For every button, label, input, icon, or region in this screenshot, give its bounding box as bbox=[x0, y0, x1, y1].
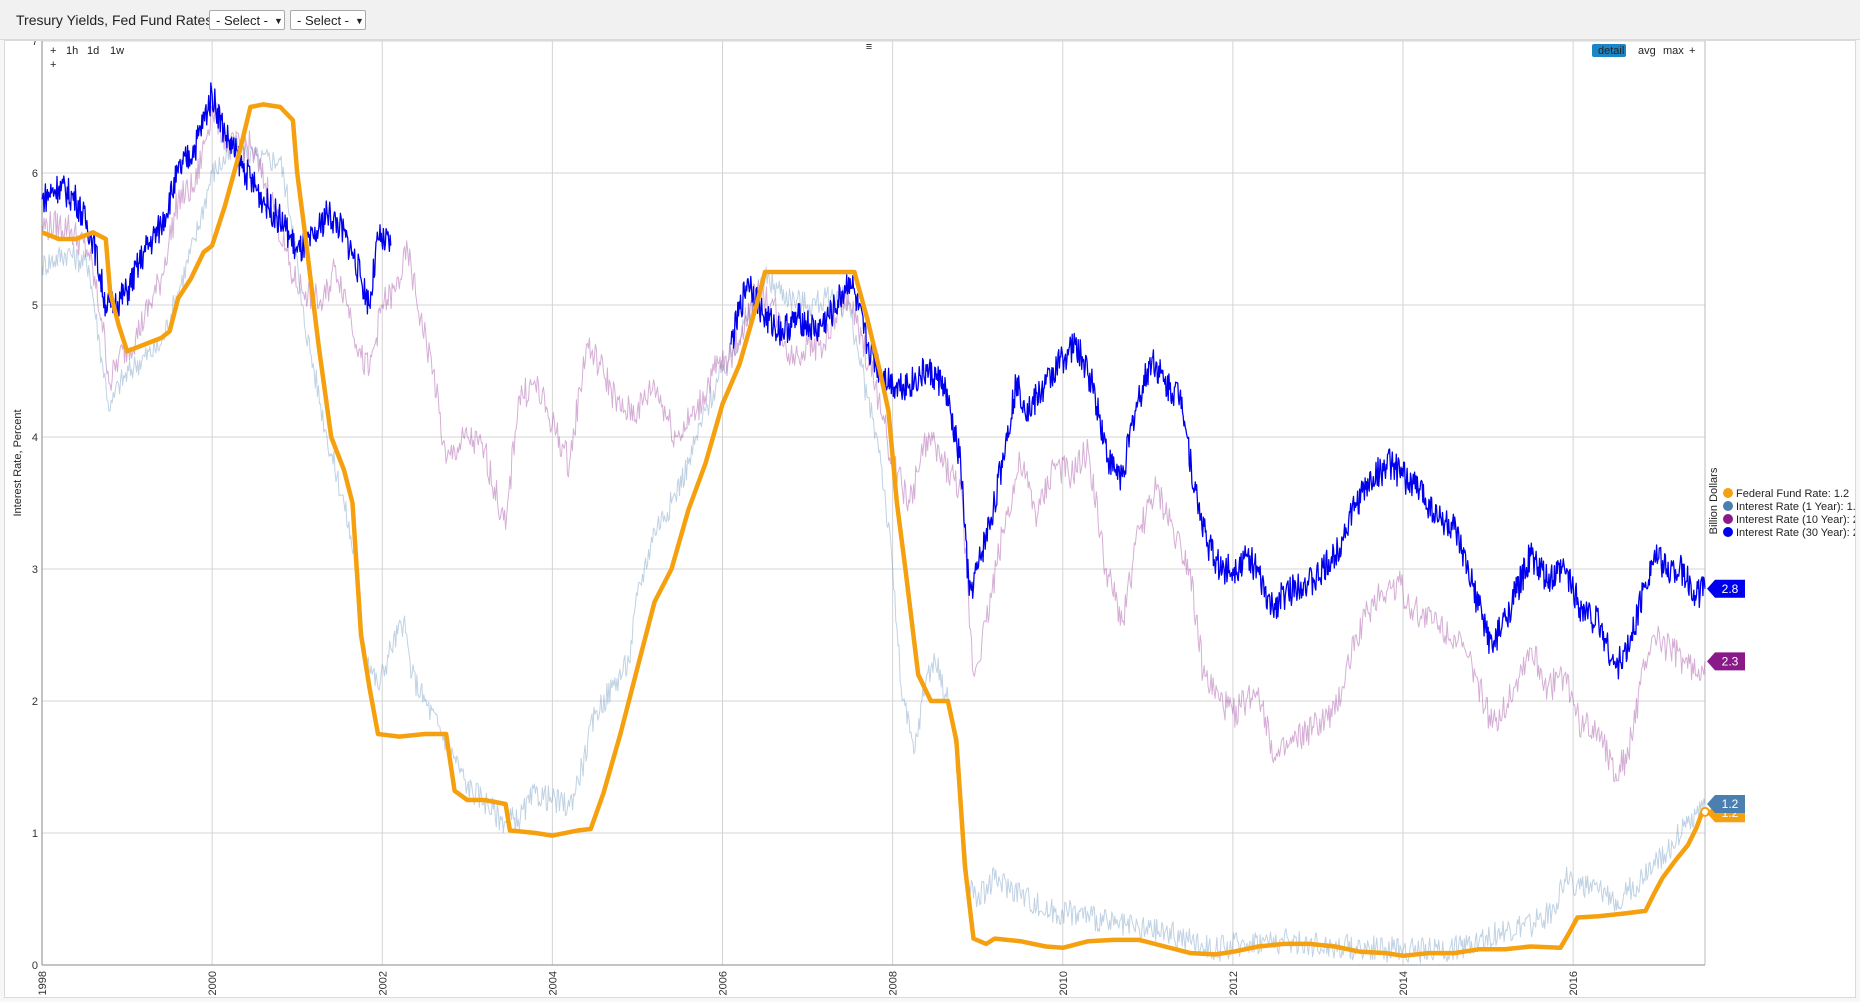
legend-marker bbox=[1723, 514, 1733, 524]
control-add[interactable]: + bbox=[50, 45, 56, 57]
chevron-down-icon: ▼ bbox=[355, 16, 364, 26]
axes: 0 1 2 3 4 5 6 7 1998 2000 2002 2004 2006 2008 2010 2012… bbox=[12, 41, 1720, 995]
legend-label: Interest Rate (1 Year): 1.2 bbox=[1736, 501, 1855, 513]
chart-title: Tresury Yields, Fed Fund Rates bbox=[16, 12, 213, 28]
first-select[interactable]: - Select - ▼ bbox=[209, 10, 285, 30]
value-marker-label: 1.2 bbox=[1722, 797, 1739, 811]
y-tick-label: 3 bbox=[32, 564, 38, 576]
toolbar: Tresury Yields, Fed Fund Rates - Select … bbox=[0, 0, 1860, 40]
legend-marker bbox=[1723, 501, 1733, 511]
legend-label: Interest Rate (30 Year): 2.8 bbox=[1736, 527, 1855, 539]
value-marker-shape bbox=[1707, 652, 1745, 671]
value-marker: 2.3 bbox=[1707, 652, 1745, 671]
chart-controls: +1h 1d 1w + ≡ detail avg max + bbox=[50, 41, 1695, 71]
grid bbox=[41, 41, 1705, 966]
control-active-bg bbox=[1592, 44, 1626, 57]
second-select-value: - Select - bbox=[297, 13, 350, 28]
value-marker-shape bbox=[1707, 579, 1745, 598]
control-1d[interactable]: 1d bbox=[87, 45, 99, 57]
legend-label: Interest Rate (10 Year): 2.3 bbox=[1736, 514, 1855, 526]
value-marker-label: 2.8 bbox=[1722, 582, 1739, 596]
y-tick-label: 1 bbox=[32, 828, 38, 840]
second-select[interactable]: - Select - ▼ bbox=[290, 10, 366, 30]
y-tick-label: 4 bbox=[32, 432, 38, 444]
y2-axis-title: Billion Dollars bbox=[1708, 467, 1720, 534]
fed-fund-end-point bbox=[1700, 806, 1710, 817]
legend-label: Federal Fund Rate: 1.2 bbox=[1736, 488, 1849, 500]
y-tick-label: 2 bbox=[32, 696, 38, 708]
series-line-interest-rate-10-year- bbox=[41, 102, 1706, 783]
y-tick-label: 7 bbox=[32, 41, 38, 48]
control-add[interactable]: + bbox=[1689, 45, 1695, 57]
control-add[interactable]: + bbox=[50, 59, 56, 71]
y-tick-label: 5 bbox=[32, 300, 38, 312]
y-axis-title: Interest Rate, Percent bbox=[12, 410, 24, 517]
series-markers: 1.21.22.32.8 bbox=[1707, 579, 1745, 823]
x-tick-label: 2006 bbox=[718, 971, 730, 995]
x-tick-label: 1998 bbox=[37, 971, 49, 995]
control-1w[interactable]: 1w bbox=[110, 45, 124, 57]
legend-marker bbox=[1723, 527, 1733, 537]
value-marker-shape bbox=[1707, 794, 1745, 813]
y-tick-label: 6 bbox=[32, 168, 38, 180]
control-max[interactable]: max bbox=[1663, 45, 1684, 57]
x-tick-label: 2004 bbox=[547, 971, 559, 995]
x-tick-label: 2008 bbox=[888, 971, 900, 995]
x-tick-label: 2016 bbox=[1568, 971, 1580, 995]
x-tick-label: 2010 bbox=[1058, 971, 1070, 995]
control-avg[interactable]: avg bbox=[1638, 45, 1656, 57]
series-line-interest-rate-1-year- bbox=[41, 135, 1706, 964]
control-detail[interactable]: detail bbox=[1598, 45, 1624, 57]
series-line-interest-rate-30-year-part2 bbox=[730, 274, 1706, 680]
menu-icon[interactable]: ≡ bbox=[866, 41, 872, 53]
chart-container: 0 1 2 3 4 5 6 7 1998 2000 2002 2004 2006 2008 2010 2012… bbox=[4, 40, 1856, 998]
x-tick-label: 2002 bbox=[377, 971, 389, 995]
legend-marker bbox=[1723, 488, 1733, 498]
value-marker-label: 2.3 bbox=[1722, 654, 1739, 668]
first-select-value: - Select - bbox=[216, 13, 269, 28]
x-tick-label: 2012 bbox=[1228, 971, 1240, 995]
y-tick-label: 0 bbox=[32, 960, 38, 972]
value-marker: 2.8 bbox=[1707, 579, 1745, 598]
chevron-down-icon: ▼ bbox=[274, 16, 283, 26]
value-marker: 1.2 bbox=[1707, 794, 1745, 813]
control-1h[interactable]: 1h bbox=[66, 45, 78, 57]
series-line-interest-rate-30-year- bbox=[41, 82, 392, 318]
x-tick-label: 2014 bbox=[1398, 971, 1410, 995]
series-line-federal-fund-rate bbox=[41, 102, 1705, 959]
series-layer bbox=[41, 82, 1710, 964]
x-tick-label: 2000 bbox=[207, 971, 219, 995]
chart-svg[interactable]: 0 1 2 3 4 5 6 7 1998 2000 2002 2004 2006 2008 2010 2012… bbox=[5, 41, 1855, 997]
